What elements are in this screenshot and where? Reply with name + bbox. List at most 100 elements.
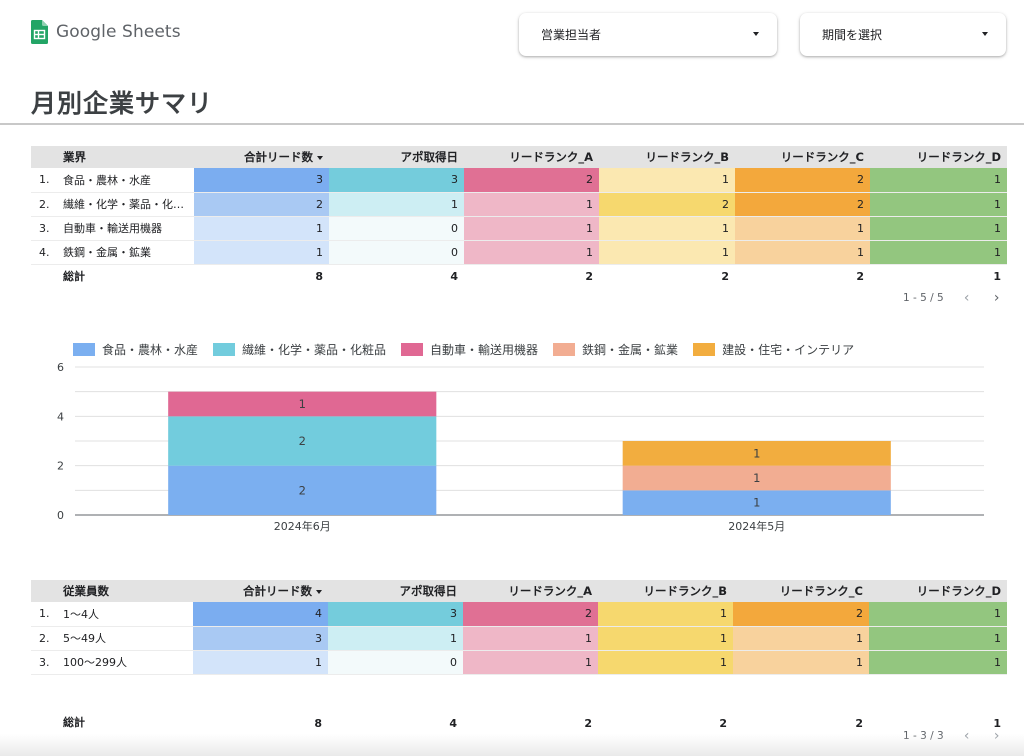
rank-b-header[interactable]: リードランク_B	[598, 580, 733, 602]
bar-data-label: 2	[299, 483, 306, 497]
table-row[interactable]: 1. 1〜4人 4 3 2 1 2 1	[31, 602, 1007, 627]
rank-d-cell: 1	[869, 650, 1007, 675]
app-name: Google Sheets	[56, 22, 181, 42]
legend-item[interactable]: 建設・住宅・インテリア	[693, 341, 854, 358]
rank-a-cell: 2	[464, 168, 599, 193]
total-leads-cell: 3	[194, 168, 329, 193]
table-row[interactable]: 3. 100〜299人 1 0 1 1 1 1	[31, 650, 1007, 675]
total-leads-sum: 8	[315, 269, 323, 283]
chevron-left-icon[interactable]: ‹	[963, 728, 970, 744]
total-leads-header-label: 合計リード数	[243, 584, 312, 598]
period-filter-dropdown[interactable]: 期間を選択	[800, 13, 1006, 56]
bar-data-label: 1	[299, 397, 306, 411]
stacked-bar-chart: 0 2 4 6 2 2 1 2024年6月 1 1 1 2024年5月	[57, 361, 984, 533]
legend-label: 自動車・輸送用機器	[430, 343, 539, 357]
rank-b-header[interactable]: リードランク_B	[599, 146, 735, 168]
rank-d-sum: 1	[993, 269, 1001, 283]
owner-filter-dropdown[interactable]: 営業担当者	[519, 13, 777, 56]
legend-swatch	[73, 343, 95, 356]
table-row[interactable]: 4. 鉄鋼・金属・鉱業 1 0 1 1 1 1	[31, 240, 1007, 265]
rank-b-sum: 2	[721, 269, 729, 283]
employee-size-header[interactable]: 従業員数	[58, 580, 193, 602]
total-index	[31, 264, 58, 288]
rank-a-header[interactable]: リードランク_A	[464, 146, 599, 168]
row-index: 1.	[31, 602, 58, 627]
total-leads-header-label: 合計リード数	[244, 150, 313, 164]
rank-c-header[interactable]: リードランク_C	[733, 580, 869, 602]
total-leads-header[interactable]: 合計リード数	[193, 580, 328, 602]
appointment-cell: 1	[328, 626, 463, 651]
appointment-header[interactable]: アポ取得日	[328, 580, 463, 602]
rank-c-cell: 2	[735, 168, 870, 193]
bar-segment	[622, 490, 891, 515]
rank-c-cell: 1	[735, 240, 870, 265]
legend-label: 鉄鋼・金属・鉱業	[582, 343, 679, 357]
rank-b-cell: 2	[599, 192, 735, 217]
legend-label: 繊維・化学・薬品・化粧品	[242, 343, 387, 357]
rank-c-cell: 2	[733, 602, 869, 627]
rank-d-header[interactable]: リードランク_D	[870, 146, 1007, 168]
appointment-cell: 0	[329, 216, 464, 241]
table-row[interactable]: 2. 繊維・化学・薬品・化粧... 2 1 1 2 2 1	[31, 192, 1007, 217]
rank-c-cell: 1	[733, 626, 869, 651]
table1-pagination: 1 - 5 / 5 ‹ ›	[903, 290, 1012, 306]
page-range: 1 - 5 / 5	[903, 292, 944, 304]
table-row[interactable]: 3. 自動車・輸送用機器 1 0 1 1 1 1	[31, 216, 1007, 241]
legend-swatch	[401, 343, 424, 356]
total-leads-cell: 1	[193, 650, 328, 675]
rank-c-sum: 2	[855, 717, 863, 730]
industry-header[interactable]: 業界	[58, 146, 194, 168]
period-filter-label: 期間を選択	[822, 28, 883, 42]
chevron-right-icon[interactable]: ›	[993, 728, 1000, 744]
table-row[interactable]: 2. 5〜49人 3 1 1 1 1 1	[31, 626, 1007, 651]
rank-b-cell: 1	[599, 216, 735, 241]
rank-c-cell: 1	[733, 650, 869, 675]
y-tick-label: 6	[57, 361, 64, 374]
rank-a-cell: 2	[463, 602, 598, 627]
index-header	[31, 580, 58, 602]
bar-segment	[622, 441, 891, 466]
total-leads-cell: 1	[194, 240, 329, 265]
total-leads-header[interactable]: 合計リード数	[194, 146, 329, 168]
legend-item[interactable]: 鉄鋼・金属・鉱業	[553, 341, 678, 358]
bar-segment	[168, 416, 437, 466]
legend-item[interactable]: 自動車・輸送用機器	[401, 341, 538, 358]
legend-item[interactable]: 食品・農林・水産	[73, 341, 198, 358]
total-leads-cell: 4	[193, 602, 328, 627]
chevron-right-icon[interactable]: ›	[993, 290, 1000, 306]
y-tick-label: 4	[57, 410, 64, 423]
rank-a-header[interactable]: リードランク_A	[463, 580, 598, 602]
row-index: 1.	[31, 168, 58, 193]
rank-d-cell: 1	[870, 240, 1007, 265]
bar-segment	[622, 465, 891, 491]
legend-label: 建設・住宅・インテリア	[722, 343, 855, 357]
sheets-icon	[31, 20, 48, 44]
rank-c-header[interactable]: リードランク_C	[735, 146, 870, 168]
total-leads-cell: 1	[194, 216, 329, 241]
rank-d-cell: 1	[869, 602, 1007, 627]
rank-d-header[interactable]: リードランク_D	[869, 580, 1007, 602]
table-row[interactable]: 1. 食品・農林・水産 3 3 2 1 2 1	[31, 168, 1007, 193]
x-tick-label: 2024年6月	[274, 519, 331, 533]
sort-desc-icon	[317, 155, 323, 160]
appointment-header[interactable]: アポ取得日	[329, 146, 464, 168]
rank-d-cell: 1	[869, 626, 1007, 651]
industry-cell: 自動車・輸送用機器	[58, 216, 194, 241]
employee-size-cell: 100〜299人	[58, 650, 193, 675]
owner-filter-label: 営業担当者	[541, 28, 602, 42]
industry-cell: 食品・農林・水産	[58, 168, 194, 193]
table-header-row: 従業員数 合計リード数 アポ取得日 リードランク_A リードランク_B リードラ…	[31, 580, 1007, 602]
chevron-left-icon[interactable]: ‹	[963, 290, 970, 306]
industry-cell: 鉄鋼・金属・鉱業	[58, 240, 194, 265]
bar-segment	[168, 465, 437, 515]
caret-down-icon	[753, 32, 759, 36]
title-divider	[0, 123, 1024, 125]
appointment-cell: 0	[328, 650, 463, 675]
rank-d-cell: 1	[870, 216, 1007, 241]
bar-data-label: 1	[753, 471, 760, 485]
legend-item[interactable]: 繊維・化学・薬品・化粧品	[213, 341, 386, 358]
employee-size-cell: 5〜49人	[58, 626, 193, 651]
rank-a-cell: 1	[464, 216, 599, 241]
sort-desc-icon	[316, 589, 322, 594]
row-index: 2.	[31, 192, 58, 217]
